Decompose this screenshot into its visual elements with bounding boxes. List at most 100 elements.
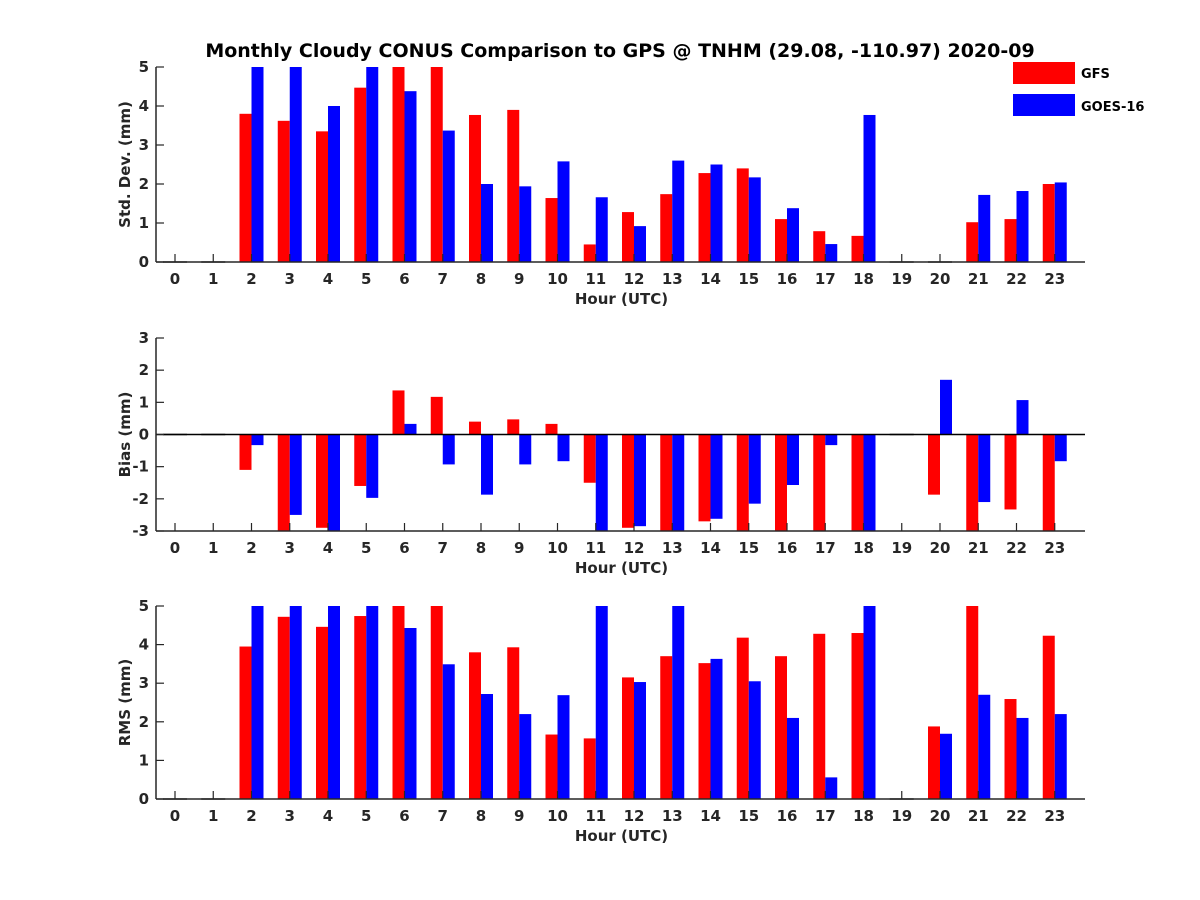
- y-tick-label-bias: 3: [139, 329, 149, 347]
- x-tick-label-bias: 6: [399, 539, 409, 557]
- bar-stddev-gfs-h23: [1042, 184, 1055, 262]
- bar-rms-gfs-h15: [736, 637, 749, 799]
- x-tick-label-stddev: 13: [662, 270, 683, 288]
- x-tick-label-stddev: 18: [853, 270, 874, 288]
- bar-bias-gfs-h21: [966, 434, 979, 531]
- x-tick-label-bias: 2: [246, 539, 256, 557]
- bar-stddev-gfs-h18: [851, 235, 864, 262]
- bar-rms-gfs-h8: [469, 652, 481, 799]
- bar-bias-gfs-h22: [1004, 434, 1017, 510]
- bar-bias-gfs-h4: [316, 434, 328, 528]
- chart-title: Monthly Cloudy CONUS Comparison to GPS @…: [205, 40, 1034, 62]
- bar-rms-gfs-h22: [1004, 699, 1017, 799]
- bar-stddev-goes16-h2: [251, 67, 264, 262]
- bar-rms-gfs-h17: [813, 633, 826, 799]
- y-tick-label-stddev: 0: [139, 253, 149, 271]
- x-tick-label-bias: 0: [170, 539, 180, 557]
- bar-stddev-goes16-h16: [787, 208, 799, 262]
- x-tick-label-bias: 11: [585, 539, 606, 557]
- bar-rms-goes16-h14: [710, 658, 723, 799]
- legend-label-gfs: GFS: [1081, 67, 1110, 82]
- bar-rms-gfs-h11: [583, 738, 596, 799]
- bar-bias-goes16-h10: [557, 434, 570, 462]
- x-tick-label-rms: 3: [285, 807, 295, 825]
- y-tick-label-rms: 1: [139, 751, 149, 769]
- x-tick-label-stddev: 20: [930, 270, 951, 288]
- bar-stddev-gfs-h14: [698, 173, 711, 262]
- x-tick-label-stddev: 9: [514, 270, 524, 288]
- bar-rms-gfs-h21: [966, 606, 979, 799]
- x-tick-label-bias: 9: [514, 539, 524, 557]
- y-tick-label-stddev: 4: [139, 97, 149, 115]
- bar-bias-gfs-h15: [736, 434, 749, 531]
- bar-rms-goes16-h20: [940, 733, 952, 799]
- bar-stddev-gfs-h13: [660, 194, 673, 262]
- y-tick-label-rms: 5: [139, 597, 149, 615]
- bar-rms-goes16-h21: [978, 694, 991, 799]
- y-tick-label-stddev: 3: [139, 136, 149, 154]
- x-tick-label-rms: 16: [777, 807, 798, 825]
- x-tick-label-stddev: 16: [777, 270, 798, 288]
- x-axis-label-bias: Hour (UTC): [575, 559, 668, 577]
- bar-bias-gfs-h16: [775, 434, 787, 531]
- bar-bias-goes16-h21: [978, 434, 991, 503]
- bar-bias-goes16-h22: [1016, 400, 1029, 435]
- bar-rms-gfs-h4: [316, 626, 328, 799]
- bar-stddev-gfs-h6: [392, 67, 405, 262]
- bar-rms-gfs-h13: [660, 656, 673, 799]
- x-tick-label-stddev: 0: [170, 270, 180, 288]
- bar-rms-gfs-h16: [775, 656, 787, 799]
- x-tick-label-bias: 1: [208, 539, 218, 557]
- bar-bias-goes16-h16: [787, 434, 799, 486]
- bar-bias-goes16-h3: [289, 434, 302, 515]
- bar-rms-gfs-h20: [928, 726, 940, 799]
- x-tick-label-stddev: 6: [399, 270, 409, 288]
- bar-stddev-goes16-h21: [978, 194, 991, 262]
- bar-stddev-gfs-h16: [775, 219, 787, 262]
- bar-rms-gfs-h2: [239, 646, 252, 799]
- bar-stddev-goes16-h8: [481, 184, 493, 262]
- x-tick-label-stddev: 5: [361, 270, 371, 288]
- x-tick-label-stddev: 2: [246, 270, 256, 288]
- x-tick-label-rms: 10: [547, 807, 568, 825]
- x-tick-label-rms: 22: [1006, 807, 1027, 825]
- x-tick-label-rms: 20: [930, 807, 951, 825]
- bar-stddev-goes16-h22: [1016, 191, 1029, 262]
- bar-bias-goes16-h18: [863, 434, 876, 531]
- bar-stddev-gfs-h5: [354, 87, 367, 262]
- x-tick-label-rms: 21: [968, 807, 989, 825]
- x-tick-label-rms: 23: [1044, 807, 1065, 825]
- bar-rms-gfs-h6: [392, 606, 405, 799]
- x-tick-label-bias: 19: [891, 539, 912, 557]
- bar-rms-goes16-h8: [481, 694, 493, 799]
- x-tick-label-stddev: 15: [738, 270, 759, 288]
- bar-rms-gfs-h9: [507, 647, 520, 799]
- bar-bias-goes16-h7: [442, 434, 455, 465]
- bar-stddev-goes16-h5: [366, 67, 379, 262]
- x-axis-label-rms: Hour (UTC): [575, 827, 668, 845]
- bar-rms-gfs-h12: [622, 677, 634, 799]
- bar-bias-gfs-h7: [430, 396, 443, 435]
- bar-rms-goes16-h13: [672, 606, 685, 799]
- y-tick-label-bias: 2: [139, 361, 149, 379]
- x-tick-label-bias: 4: [323, 539, 333, 557]
- bar-bias-goes16-h2: [251, 434, 264, 446]
- y-tick-label-rms: 4: [139, 636, 149, 654]
- x-tick-label-rms: 12: [624, 807, 645, 825]
- x-tick-label-bias: 5: [361, 539, 371, 557]
- x-axis-label-stddev: Hour (UTC): [575, 290, 668, 308]
- bar-bias-gfs-h11: [583, 434, 596, 483]
- bar-bias-goes16-h4: [328, 434, 340, 531]
- bar-rms-gfs-h14: [698, 663, 711, 799]
- x-tick-label-stddev: 19: [891, 270, 912, 288]
- bar-rms-gfs-h18: [851, 633, 864, 799]
- x-tick-label-stddev: 14: [700, 270, 721, 288]
- bar-stddev-goes16-h13: [672, 160, 685, 262]
- x-tick-label-bias: 23: [1044, 539, 1065, 557]
- legend-label-goes16: GOES-16: [1081, 100, 1144, 115]
- bar-stddev-gfs-h8: [469, 114, 481, 262]
- bar-rms-goes16-h5: [366, 606, 379, 799]
- x-tick-label-stddev: 1: [208, 270, 218, 288]
